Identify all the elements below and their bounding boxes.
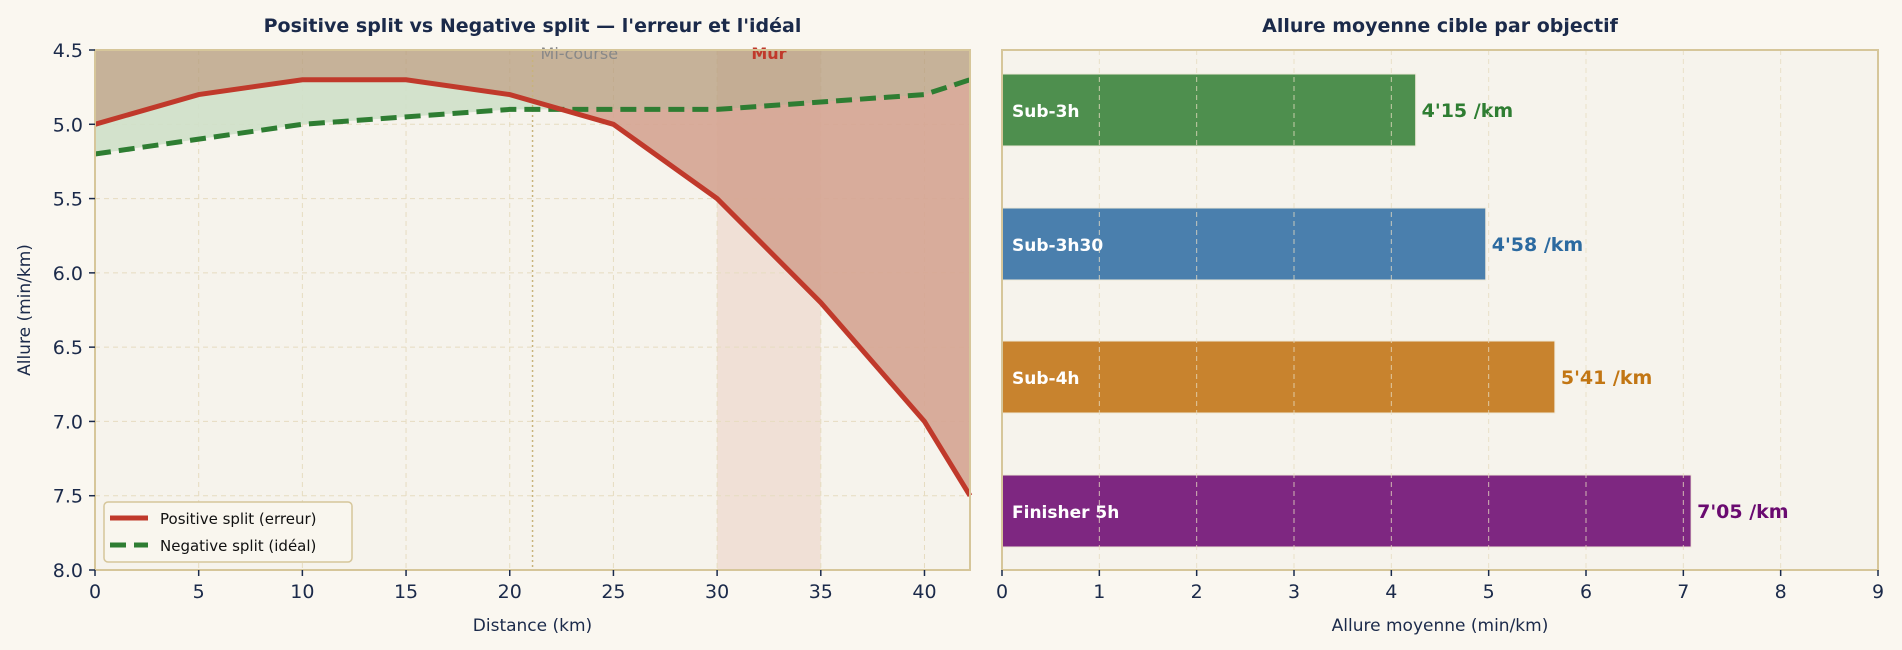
bar-sub-3h: Sub-3h 4'15 /km [1001, 73, 1513, 147]
y-tick-label: 6.5 [53, 337, 83, 359]
line-chart-title: Positive split vs Negative split — l'err… [264, 15, 802, 37]
x-tick-label: 7 [1677, 581, 1689, 603]
area-gain [95, 79, 552, 154]
bar-chart: Sub-3h 4'15 /km Sub-3h30 4'58 /km Sub-4h 5'41… [996, 15, 1884, 636]
x-axis-label: Distance (km) [473, 616, 592, 636]
x-tick-label: 8 [1775, 581, 1787, 603]
wall-label: Mur [751, 44, 786, 63]
y-tick-label: 5.0 [53, 114, 83, 136]
bar-category-label: Finisher 5h [1012, 503, 1119, 523]
x-axis-label: Allure moyenne (min/km) [1332, 616, 1549, 636]
legend-label-negative: Negative split (idéal) [160, 537, 316, 555]
y-tick-label: 8.0 [53, 560, 83, 582]
x-tick-label: 0 [89, 581, 101, 603]
y-axis-label: Allure (min/km) [15, 244, 35, 376]
x-tick-label: 35 [809, 581, 833, 603]
x-tick-label: 30 [705, 581, 729, 603]
x-tick-label: 9 [1872, 581, 1884, 603]
bar-value-label: 7'05 /km [1697, 501, 1788, 523]
bar-value-label: 4'58 /km [1492, 234, 1583, 256]
bar-chart-title: Allure moyenne cible par objectif [1262, 15, 1619, 37]
midcourse-label: Mi-course [541, 44, 619, 63]
plot-frame [94, 49, 971, 571]
x-tick-label: 20 [498, 581, 522, 603]
legend-label-positive: Positive split (erreur) [160, 510, 317, 528]
bar-value-label: 4'15 /km [1422, 100, 1513, 122]
y-tick-label: 5.5 [53, 189, 83, 211]
bar-sub-4h: Sub-4h 5'41 /km [1001, 340, 1652, 414]
x-tick-label: 3 [1288, 581, 1300, 603]
x-tick-label: 6 [1580, 581, 1592, 603]
x-tick-label: 5 [193, 581, 205, 603]
line-chart: Mi-course Mur 0 5 10 15 20 25 30 35 40 4.5 5.0 5.5 6.0… [15, 15, 973, 636]
x-tick-label: 25 [601, 581, 625, 603]
x-tick-label: 2 [1191, 581, 1203, 603]
positive-split-line [94, 77, 973, 498]
x-tick-label: 40 [912, 581, 936, 603]
x-tick-label: 15 [394, 581, 418, 603]
y-tick-label: 7.0 [53, 411, 83, 433]
bar-sub-3h30: Sub-3h30 4'58 /km [1001, 207, 1583, 281]
area-loss [551, 79, 970, 496]
x-tick-label: 0 [996, 581, 1008, 603]
x-tick-label: 10 [290, 581, 314, 603]
bar-category-label: Sub-4h [1012, 369, 1080, 389]
legend: Positive split (erreur) Negative split (i… [103, 501, 353, 563]
plot-frame [1001, 49, 1879, 571]
y-tick-label: 4.5 [53, 40, 83, 62]
y-tick-label: 7.5 [53, 486, 83, 508]
bar-category-label: Sub-3h [1012, 102, 1080, 122]
y-tick-label: 6.0 [53, 263, 83, 285]
x-tick-label: 4 [1385, 581, 1397, 603]
x-tick-label: 1 [1093, 581, 1105, 603]
bar-value-label: 5'41 /km [1561, 367, 1652, 389]
bar-finisher-5h: Finisher 5h 7'05 /km [1001, 474, 1789, 548]
x-tick-label: 5 [1483, 581, 1495, 603]
bar-category-label: Sub-3h30 [1012, 236, 1103, 256]
